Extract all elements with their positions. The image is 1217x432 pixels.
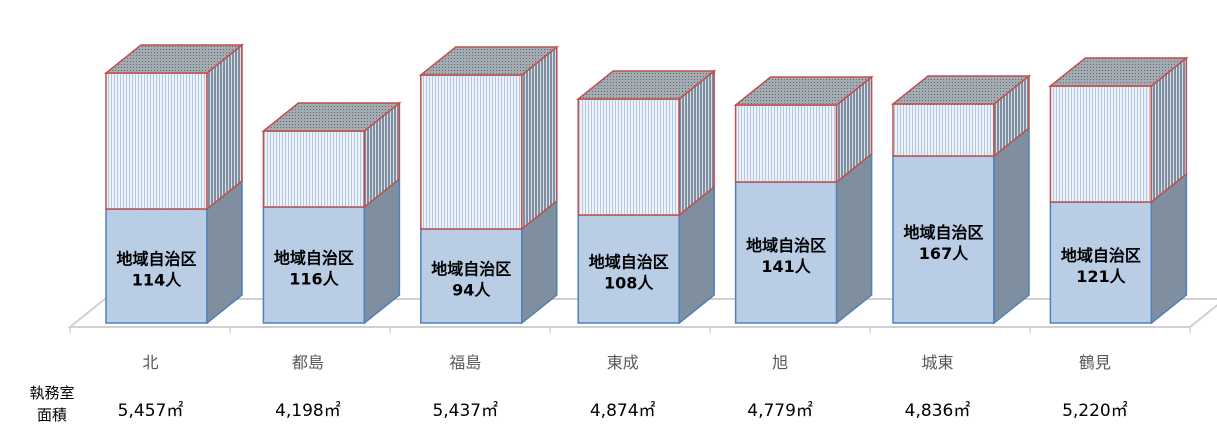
bar-side-lower <box>835 152 873 325</box>
office-area-row-label: 執務室 <box>29 384 74 402</box>
category-label: 鶴見 <box>1079 353 1111 372</box>
data-label: 地域自治区 <box>1061 246 1141 265</box>
bar-front-upper <box>734 104 838 183</box>
bar-top <box>1048 57 1189 87</box>
category-label: 旭 <box>772 353 788 372</box>
category-label: 城東 <box>921 353 953 372</box>
category-label: 都島 <box>292 353 324 372</box>
bar-side-upper <box>521 45 558 231</box>
data-label: 地域自治区 <box>274 249 354 268</box>
bar-top <box>103 44 245 74</box>
office-area-value: 5,437㎡ <box>432 401 498 421</box>
bar-front-upper <box>105 72 208 210</box>
bar-front-upper <box>577 98 680 216</box>
office-area-value: 5,457㎡ <box>118 401 184 421</box>
data-label: 地域自治区 <box>116 250 196 269</box>
office-area-value: 4,198㎡ <box>275 401 341 421</box>
bars-group <box>103 43 1189 325</box>
office-area-value: 5,220㎡ <box>1062 401 1128 421</box>
bar-top <box>576 70 717 100</box>
data-label: 94人 <box>452 281 491 300</box>
floor-plane <box>67 298 1217 328</box>
bar-front-upper <box>892 103 995 157</box>
category-label: 北 <box>142 353 158 372</box>
data-label: 114人 <box>132 271 182 290</box>
labels-group: 地域自治区114人北5,457㎡地域自治区116人都島4,198㎡地域自治区94… <box>29 223 1140 424</box>
data-label: 116人 <box>289 270 339 289</box>
bar-top <box>890 75 1032 105</box>
bar-front-upper <box>1049 85 1153 203</box>
data-label: 地域自治区 <box>431 260 511 279</box>
bar-top <box>418 46 559 76</box>
bar-front-upper <box>262 130 366 208</box>
data-label: 108人 <box>604 274 654 293</box>
category-label: 東成 <box>607 353 639 372</box>
bar-front-upper <box>420 74 523 230</box>
data-label: 141人 <box>761 257 811 276</box>
bar-top <box>261 102 402 132</box>
chart-floor <box>67 298 1217 333</box>
bar-side-lower <box>993 126 1030 325</box>
data-label: 地域自治区 <box>903 223 983 242</box>
bar-top <box>733 76 874 106</box>
data-label: 167人 <box>919 244 969 263</box>
data-label: 地域自治区 <box>589 253 669 272</box>
data-label: 地域自治区 <box>746 236 826 255</box>
office-area-row-label: 面積 <box>37 406 67 424</box>
office-area-value: 4,779㎡ <box>747 401 813 421</box>
office-area-value: 4,874㎡ <box>590 401 656 421</box>
category-label: 福島 <box>449 353 481 372</box>
data-label: 121人 <box>1076 267 1126 286</box>
office-area-value: 4,836㎡ <box>905 401 971 421</box>
